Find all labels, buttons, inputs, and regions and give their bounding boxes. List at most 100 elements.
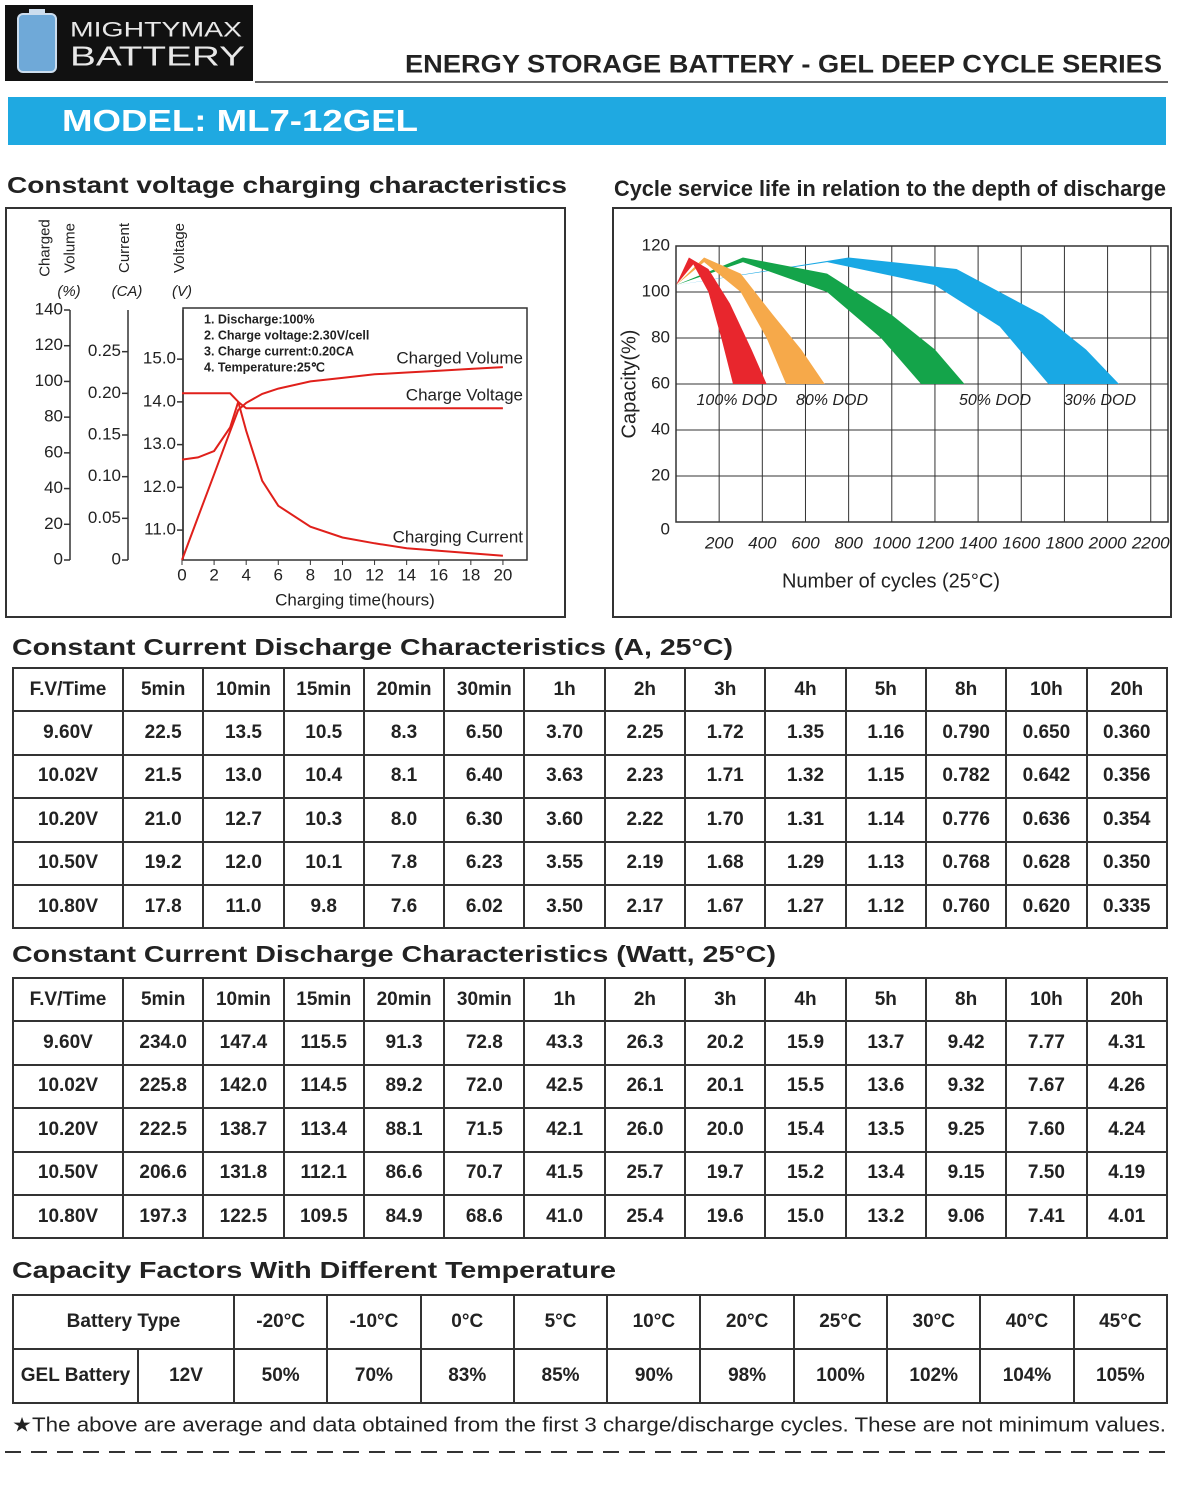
data-cell: 0.360	[1085, 710, 1168, 756]
data-cell: 12.7	[202, 797, 285, 843]
data-cell: 22.5	[121, 710, 205, 756]
data-cell: 13.5	[844, 1107, 927, 1153]
header-row: Battery Type -20°C -10°C 0°C 5°C 10°C 20°C 25°C…	[12, 1294, 1168, 1350]
data-cell: 225.8	[121, 1063, 205, 1110]
data-cell: 102%	[886, 1348, 982, 1404]
header-row: F.V/Time 5min 10min 15min 20min 30min 1h 2h 3h 4h…	[12, 666, 1168, 713]
data-cell: 1.72	[684, 710, 767, 756]
data-cell: 0.354	[1085, 797, 1168, 843]
data-cell: 100%	[792, 1348, 889, 1404]
y-tick-label: 12.0	[143, 477, 176, 496]
data-cell: 2.19	[603, 840, 687, 886]
data-row: 10.02V 225.8 142.0 114.5 89.2 72.0 42.5 26.1 20.…	[12, 1063, 1168, 1110]
x-tick-label: 20	[493, 565, 512, 584]
data-cell: 1.29	[764, 840, 847, 886]
header-cell: 1h	[523, 666, 606, 713]
data-cell: 0.350	[1085, 840, 1168, 886]
series-line	[181, 400, 503, 461]
series-line	[182, 392, 503, 557]
data-cell: 89.2	[362, 1063, 446, 1110]
data-cell: 17.8	[121, 883, 205, 930]
x-tick-label: 10	[333, 565, 352, 584]
data-cell: 9.42	[924, 1020, 1008, 1066]
data-cell: 10.20V	[12, 1107, 124, 1153]
logo-text: MIGHTYMAX	[70, 19, 242, 42]
header-cell: 20h	[1085, 666, 1168, 713]
header-cell: 10min	[202, 666, 285, 713]
data-cell: 7.50	[1005, 1150, 1088, 1196]
data-cell: 0.628	[1005, 840, 1088, 886]
table-title: Constant Current Discharge Characteristi…	[12, 941, 776, 967]
y-tick-label: 100	[642, 281, 670, 300]
data-cell: 9.60V	[12, 1020, 124, 1066]
data-cell: 6.50	[443, 710, 526, 756]
table-body: Battery Type -20°C -10°C 0°C 5°C 10°C 20°C 25°C…	[12, 1294, 1168, 1404]
header-cell: 20min	[362, 666, 446, 713]
data-table: F.V/Time 5min 10min 15min 20min 30min 1h 2h 3h 4h…	[12, 976, 1168, 1240]
data-cell: 4.24	[1085, 1107, 1168, 1153]
data-cell: 0.642	[1005, 753, 1088, 800]
data-cell: 7.41	[1005, 1193, 1088, 1240]
data-cell: 9.32	[924, 1063, 1008, 1110]
series-label: 100% DOD	[697, 392, 778, 409]
data-cell: 7.60	[1005, 1107, 1088, 1153]
y-tick-label: 20	[651, 465, 670, 484]
y-axis-title: Charged	[36, 219, 53, 277]
header-cell: 5min	[121, 666, 205, 713]
data-cell: 197.3	[121, 1193, 205, 1240]
x-tick-label: 6	[274, 565, 283, 584]
data-cell: 10.50V	[12, 840, 124, 886]
series-title: ENERGY STORAGE BATTERY - GEL DEEP CYCLE …	[405, 51, 1162, 79]
x-tick-label: 1600	[1002, 533, 1040, 552]
data-row: 10.20V 222.5 138.7 113.4 88.1 71.5 42.1 26.0 20.…	[12, 1107, 1168, 1153]
y-tick-label: 13.0	[143, 434, 176, 453]
header-row: F.V/Time 5min 10min 15min 20min 30min 1h 2h 3h 4h…	[12, 976, 1168, 1023]
data-cell: 147.4	[202, 1020, 285, 1066]
data-cell: 7.77	[1005, 1020, 1088, 1066]
header-cell: F.V/Time	[12, 666, 124, 713]
y-tick-label: 0	[661, 519, 670, 538]
dod-band	[676, 257, 1119, 384]
header-cell: 30min	[443, 976, 526, 1023]
data-cell: 142.0	[202, 1063, 285, 1110]
data-cell: 10.4	[282, 753, 365, 800]
x-tick-label: 800	[834, 533, 863, 552]
data-cell: 115.5	[282, 1020, 365, 1066]
y-axis-title: Current	[116, 222, 133, 273]
data-cell: 3.50	[523, 883, 606, 930]
data-cell: 11.0	[202, 883, 285, 930]
data-cell: 4.26	[1085, 1063, 1168, 1110]
chart-frame	[612, 207, 1172, 618]
y-tick-label: 40	[44, 478, 63, 497]
data-table: Battery Type -20°C -10°C 0°C 5°C 10°C 20°C 25°C…	[12, 1294, 1168, 1404]
data-cell: 9.60V	[12, 710, 124, 756]
y-tick-label: 0	[112, 549, 121, 568]
data-cell: 1.15	[844, 753, 927, 800]
y-tick-label: 80	[44, 407, 63, 426]
y-tick-label: 40	[651, 419, 670, 438]
data-cell: 6.40	[443, 753, 526, 800]
model-title: MODEL: ML7-12GEL	[62, 103, 418, 138]
data-cell: 10.3	[282, 797, 365, 843]
data-cell: 20.2	[684, 1020, 767, 1066]
data-cell: 15.0	[764, 1193, 847, 1240]
x-axis-title: Charging time(hours)	[275, 590, 435, 609]
data-cell: 19.7	[684, 1150, 767, 1196]
data-cell: 234.0	[121, 1020, 205, 1066]
data-cell: 10.5	[282, 710, 365, 756]
chart-title: Cycle service life in relation to the de…	[614, 176, 1166, 201]
data-row: 10.80V 17.8 11.0 9.8 7.6 6.02 3.50 2.17 1.67 1.27…	[12, 883, 1168, 930]
x-tick-label: 1800	[1046, 533, 1084, 552]
table-title: Constant Current Discharge Characteristi…	[12, 634, 733, 660]
header-cell: 10min	[202, 976, 285, 1023]
model-bar	[8, 97, 1166, 145]
x-tick-label: 200	[704, 533, 734, 552]
data-cell: 13.6	[844, 1063, 927, 1110]
y-tick-label: 140	[35, 299, 63, 318]
data-cell: 1.31	[764, 797, 847, 843]
data-cell: 12.0	[202, 840, 285, 886]
header-cell: 10h	[1005, 976, 1088, 1023]
x-tick-label: 2000	[1088, 533, 1127, 552]
plot-box	[675, 245, 1169, 523]
